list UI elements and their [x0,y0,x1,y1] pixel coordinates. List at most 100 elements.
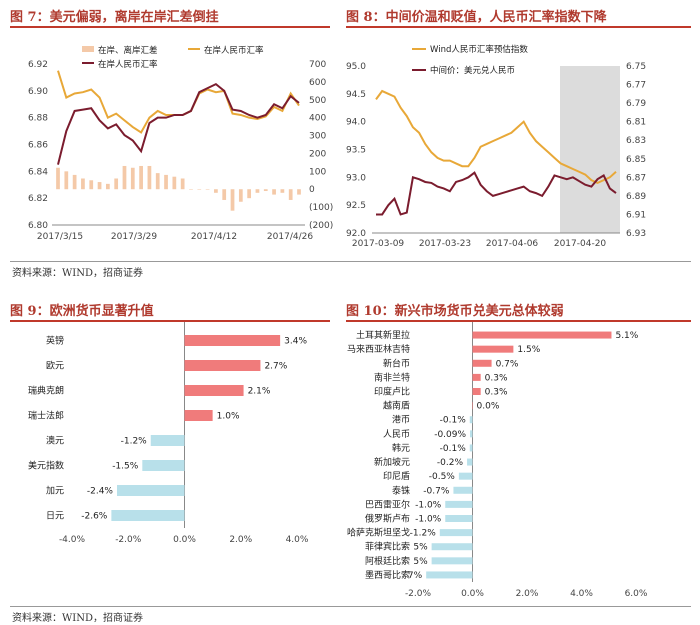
fig9-bar [184,385,244,396]
fig10-bar [445,515,473,522]
fig8-y-right-tick: 6.87 [626,173,646,183]
fig9-bar [142,460,185,471]
fig10-bar [431,543,473,551]
fig10-value-label: -0.7% [423,486,450,496]
fig8-x-tick: 2017-03-23 [419,239,471,249]
top-source-rule [10,261,691,262]
fig8-x-tick: 2017-04-20 [554,239,607,249]
fig9-category-label: 欧元 [46,360,64,372]
fig7-spread-bar [155,173,160,190]
fig9-value-label: 1.0% [217,412,240,422]
fig10-category-label: 泰铢 [392,484,410,496]
fig8-legend-index: Wind人民币汇率预估指数 [430,44,528,55]
fig10-value-label: -0.1% [440,416,467,426]
fig10-value-label: -0.2% [437,458,464,468]
fig7-y-left-tick: 6.80 [28,221,48,231]
fig7-spread-bar [255,189,260,193]
fig7-y-right-tick: 0 [309,185,315,195]
fig10-bar [472,345,514,353]
fig7-spread-bar [180,178,185,190]
fig9-category-label: 加元 [46,486,64,497]
fig10-category-label: 哈萨克斯坦坚戈 [347,527,410,539]
fig8-y-right-tick: 6.83 [626,136,646,146]
fig8-y-right-tick: 6.79 [626,99,646,109]
fig7-spread-bar [172,176,177,190]
fig8-y-left-tick: 93.5 [346,146,366,156]
fig7-y-right-tick: 400 [309,114,326,124]
fig9-category-label: 日元 [46,511,64,522]
fig8-y-right-tick: 6.85 [626,155,646,165]
fig9-x-tick: 0.0% [173,535,196,545]
fig9-value-label: 2.7% [264,362,287,372]
fig9-value-label: -2.4% [87,487,114,497]
fig8-x-tick: 2017-03-09 [352,239,405,249]
fig7-y-right-tick: (200) [309,221,333,231]
bottom-source-rule [10,606,691,607]
fig7-y-right-tick: 200 [309,149,326,159]
fig9-value-label: -1.5% [112,462,139,472]
fig7-x-tick: 2017/4/12 [191,232,237,242]
fig7-spread-bar [89,180,94,190]
fig7-spread-bar [214,189,218,193]
fig9-x-tick: -4.0% [59,535,86,545]
fig8-index-line [375,89,617,184]
fig9-bar [150,435,185,446]
fig8-central-parity-line [376,171,617,216]
fig8-y-right-tick: 6.91 [626,210,646,220]
fig10-x-tick: 6.0% [625,589,648,599]
fig7-y-left-tick: 6.90 [28,87,48,97]
fig10-category-label: 港币 [392,414,410,426]
fig10-value-label: -1.2% [410,529,437,539]
fig7-y-left-tick: 6.92 [28,60,48,70]
fig7-y-right-tick: 700 [309,60,326,70]
fig8-title: 图 8：中间价温和贬值，人民币汇率指数下降 [346,10,607,25]
fig10-category-label: 马来西亚林吉特 [347,343,410,355]
fig7-spread-bar [130,167,135,190]
fig7-legend-onshore: 在岸人民币汇率 [204,45,264,56]
fig7-legend-spread-swatch [82,46,94,52]
fig10-category-label: 阿根廷比索 [365,555,410,567]
fig7-x-tick: 2017/3/29 [111,232,157,242]
fig7-y-right-tick: 300 [309,132,326,142]
fig9-bar [184,360,261,371]
fig10-category-label: 印度卢比 [374,386,410,398]
fig7-spread-bar [97,182,102,190]
fig10-category-label: 菲律宾比索 [365,541,410,553]
fig8-y-right-tick: 6.77 [626,81,646,91]
fig9-x-tick: 2.0% [229,535,252,545]
fig10-value-label: -0.5% [429,472,456,482]
fig9-category-label: 英镑 [46,335,64,347]
fig7-title: 图 7：美元偏弱，离岸在岸汇差倒挂 [10,10,219,25]
fig7-spread-bar [56,167,60,190]
fig10-bar [445,500,473,508]
fig7-spread-bar [263,189,268,192]
fig10-value-label: 0.3% [485,388,508,398]
fig10-category-label: 新台币 [383,357,410,369]
fig7-spread-bar [114,178,119,190]
fig10-value-label: 1.5% [517,345,540,355]
fig7-spread-bar [64,171,69,190]
fig9-bar [117,485,185,496]
fig7-spread-bar [105,183,110,190]
fig10-value-label: 5% [413,543,428,553]
fig10-category-label: 人民币 [383,429,410,440]
fig10-value-label: 0.7% [496,359,519,369]
fig7-spread-bar [297,189,301,195]
fig9-value-label: 3.4% [284,337,307,347]
fig8-x-tick: 2017-04-06 [486,239,539,249]
fig8-y-left-tick: 92.5 [346,201,366,211]
fig10-bar [453,486,473,494]
fig8-legend-central: 中间价：美元兑人民币 [430,65,515,76]
fig10-bar [431,557,473,565]
fig10-category-label: 韩元 [392,442,410,454]
fig7-onshore-line [57,70,300,134]
fig10-category-label: 南非兰特 [374,371,410,383]
fig7-y-right-tick: 100 [309,167,326,177]
fig8-title-rule [346,26,691,28]
fig7-spread-bar [122,165,127,190]
fig9-category-label: 澳元 [46,435,64,447]
fig10-title: 图 10：新兴市场货币兑美元总体较弱 [346,304,564,319]
fig7-spread-bar [139,165,143,190]
